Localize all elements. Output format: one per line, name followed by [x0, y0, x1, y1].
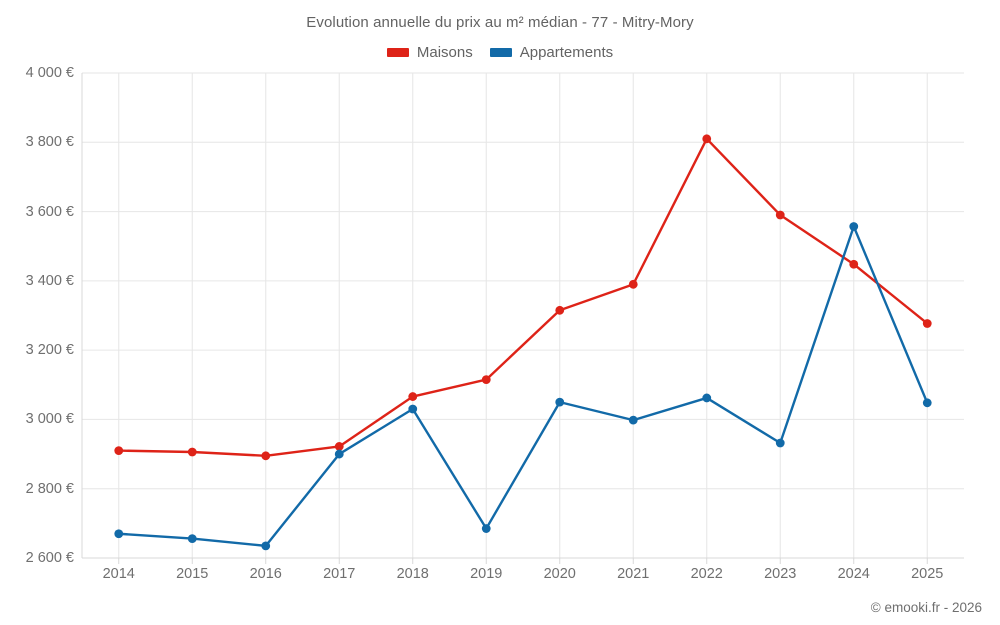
data-point-appartements[interactable]: [555, 397, 565, 407]
legend-swatch-appartements: [489, 48, 512, 57]
y-axis-tick-label: 3 800 €: [25, 134, 74, 151]
legend-label-maisons: Maisons: [416, 44, 473, 61]
x-axis-tick-label: 2023: [764, 566, 797, 582]
x-axis-tick-label: 2016: [249, 566, 282, 582]
x-axis-tick-label: 2024: [837, 566, 870, 582]
legend-label-appartements: Appartements: [519, 44, 614, 61]
legend-item-appartements[interactable]: Appartements: [489, 44, 614, 61]
data-point-maisons[interactable]: [922, 319, 932, 328]
data-point-maisons[interactable]: [702, 134, 712, 144]
data-point-appartements[interactable]: [408, 404, 418, 414]
series-line-appartements: [117, 225, 929, 548]
data-point-maisons[interactable]: [187, 447, 197, 457]
legend-item-maisons[interactable]: Maisons: [386, 44, 473, 61]
data-point-appartements[interactable]: [849, 222, 859, 231]
x-axis-tick-label: 2025: [911, 566, 944, 582]
x-axis-tick-label: 2015: [176, 566, 209, 582]
x-axis-tick-label: 2021: [617, 566, 650, 582]
footer-credit: © emooki.fr - 2026: [870, 600, 982, 615]
y-axis-tick-label: 3 200 €: [25, 342, 74, 359]
y-axis-tick-label: 2 800 €: [25, 480, 74, 497]
data-point-appartements[interactable]: [334, 449, 344, 459]
chart-legend: Maisons Appartements: [0, 44, 1000, 61]
data-point-appartements[interactable]: [187, 534, 197, 543]
data-point-maisons[interactable]: [775, 210, 785, 220]
data-point-appartements[interactable]: [775, 438, 785, 448]
y-axis-tick-label: 2 600 €: [25, 550, 74, 566]
data-point-appartements[interactable]: [628, 415, 638, 425]
series-line-maisons: [117, 137, 929, 458]
plot-area: [81, 72, 964, 564]
plot-svg: [81, 72, 964, 564]
y-axis-tick-label: 3 600 €: [25, 203, 74, 220]
y-axis-labels: 2 600 € 2 800 € 3 000 € 3 200 € 3 400 € 3 600…: [0, 65, 74, 566]
data-point-appartements[interactable]: [702, 393, 712, 403]
data-point-maisons[interactable]: [628, 279, 638, 289]
chart-title: Evolution annuelle du prix au m² médian …: [306, 14, 694, 31]
data-point-maisons[interactable]: [261, 451, 271, 461]
x-axis-tick-label: 2018: [396, 566, 429, 582]
data-point-maisons[interactable]: [408, 392, 418, 401]
x-axis-labels: 2014 2015 2016 2017 2018 2019 2020 2021 2022 2023…: [82, 566, 964, 590]
y-axis-tick-label: 4 000 €: [25, 65, 74, 81]
data-point-maisons[interactable]: [334, 442, 344, 451]
x-axis-tick-label: 2020: [543, 566, 576, 582]
data-point-maisons[interactable]: [849, 259, 859, 269]
y-axis-tick-label: 3 000 €: [25, 411, 74, 428]
data-point-appartements[interactable]: [922, 398, 932, 408]
data-point-appartements[interactable]: [261, 541, 271, 551]
legend-swatch-maisons: [386, 48, 409, 57]
x-axis-tick-label: 2022: [690, 566, 723, 582]
x-axis-tick-label: 2014: [102, 566, 135, 582]
data-point-appartements[interactable]: [481, 524, 491, 533]
data-point-maisons[interactable]: [555, 305, 565, 315]
data-point-maisons[interactable]: [114, 446, 124, 456]
x-axis-tick-label: 2017: [323, 566, 356, 582]
data-point-appartements[interactable]: [114, 529, 124, 539]
data-point-maisons[interactable]: [481, 375, 491, 384]
y-axis-tick-label: 3 400 €: [25, 272, 74, 289]
x-axis-tick-label: 2019: [470, 566, 503, 582]
